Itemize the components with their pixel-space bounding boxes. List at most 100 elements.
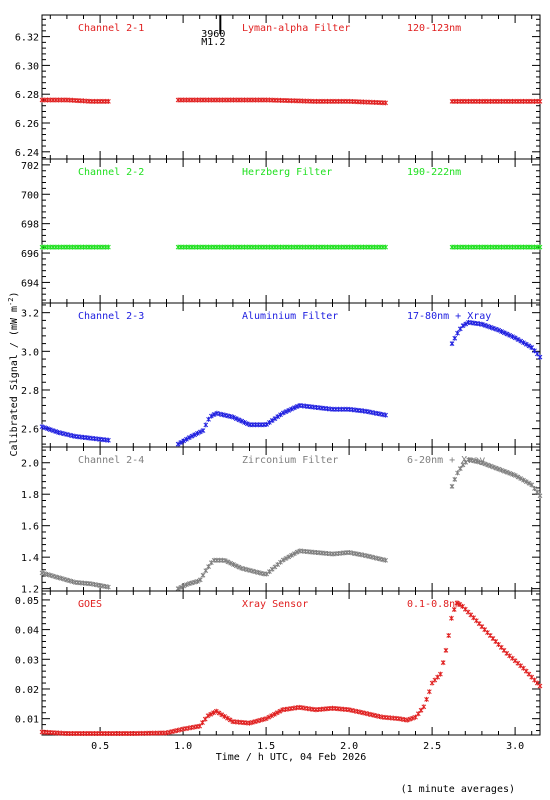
data-point xyxy=(50,428,56,434)
data-point xyxy=(211,710,216,716)
panel-frame xyxy=(41,590,541,736)
panel-4: 1.2 1.4 1.6 1.8 2.0 Channel 2-4 Zirconium Filt… xyxy=(21,446,543,596)
y-tick-label: 698 xyxy=(21,220,39,231)
y-tick-label: 3.2 xyxy=(21,309,39,320)
data-point xyxy=(485,462,491,468)
data-point xyxy=(523,341,529,347)
series-markers xyxy=(39,600,543,737)
data-point xyxy=(186,435,192,441)
series-markers xyxy=(39,457,543,592)
data-point xyxy=(521,340,526,346)
channel-label: Channel 2-1 xyxy=(78,23,144,34)
data-point xyxy=(383,100,388,106)
panel-5: 0.01 0.02 0.03 0.04 0.05 GOES Xray Sensor 0.1-0… xyxy=(15,590,543,752)
data-point xyxy=(449,483,455,489)
panel-frame xyxy=(41,14,541,160)
data-point xyxy=(219,712,225,718)
data-point xyxy=(452,476,458,482)
data-point xyxy=(225,715,230,721)
data-point xyxy=(208,711,214,717)
data-point xyxy=(272,711,277,717)
data-point xyxy=(499,328,504,334)
data-point xyxy=(263,716,269,722)
data-point xyxy=(463,321,469,327)
series-markers xyxy=(39,97,543,106)
data-point xyxy=(532,485,537,491)
data-point xyxy=(515,474,521,480)
data-point xyxy=(526,343,532,349)
data-point xyxy=(291,551,297,557)
data-point xyxy=(537,244,543,250)
data-point xyxy=(197,577,203,583)
x-tick-label: 0.5 xyxy=(91,741,109,752)
marker-label-top: 3960 xyxy=(201,29,225,40)
data-point xyxy=(482,461,488,467)
data-point xyxy=(493,326,499,332)
data-point xyxy=(507,470,513,476)
y-tick-label: 6.30 xyxy=(15,61,39,72)
x-tick-label: 1.0 xyxy=(174,741,192,752)
data-point xyxy=(455,470,460,476)
data-point xyxy=(269,713,274,719)
data-point xyxy=(537,683,543,689)
filter-label: Zirconium Filter xyxy=(242,455,338,466)
data-point xyxy=(479,321,485,327)
data-point xyxy=(236,417,242,423)
x-tick-label: 1.5 xyxy=(257,741,275,752)
footnote: (1 minute averages) xyxy=(401,784,515,795)
data-point xyxy=(286,554,292,560)
data-point xyxy=(512,335,518,341)
data-point xyxy=(294,403,300,409)
data-point xyxy=(446,633,452,639)
data-point xyxy=(512,472,518,478)
data-point xyxy=(228,560,234,566)
y-tick-label: 1.8 xyxy=(21,490,39,501)
y-tick-label: 0.05 xyxy=(15,596,39,607)
data-point xyxy=(460,323,466,329)
data-point xyxy=(537,493,543,499)
data-point xyxy=(383,557,388,563)
data-point xyxy=(280,410,286,416)
data-point xyxy=(438,671,443,677)
data-point xyxy=(244,421,250,427)
x-tick-label: 2.0 xyxy=(340,741,358,752)
data-point xyxy=(457,466,463,472)
data-point xyxy=(213,708,219,714)
data-point xyxy=(454,600,460,606)
data-point xyxy=(479,460,485,466)
data-point xyxy=(231,414,236,420)
channel-label: Channel 2-4 xyxy=(78,455,144,466)
y-tick-label: 3.0 xyxy=(21,347,39,358)
data-point xyxy=(39,424,45,430)
data-point xyxy=(383,244,388,250)
y-tick-label: 6.24 xyxy=(15,148,39,159)
y-tick-label: 696 xyxy=(21,249,39,260)
data-point xyxy=(424,696,429,702)
y-tick-label: 702 xyxy=(21,161,39,172)
data-point xyxy=(504,469,510,475)
data-point xyxy=(440,660,446,666)
y-tick-label: 6.32 xyxy=(15,33,39,44)
data-point xyxy=(203,568,209,574)
data-point xyxy=(231,562,236,568)
band-label: 17-80nm + Xray xyxy=(407,311,491,322)
y-tick-label: 1.6 xyxy=(21,522,39,533)
data-point xyxy=(485,323,491,329)
y-axis-label-close: ) xyxy=(9,292,20,298)
data-point xyxy=(211,411,217,417)
data-point xyxy=(526,480,532,486)
data-point xyxy=(205,713,211,719)
data-point xyxy=(455,330,460,336)
data-point xyxy=(504,331,510,337)
y-tick-label: 1.4 xyxy=(21,553,39,564)
data-point xyxy=(200,572,206,578)
data-point xyxy=(291,405,297,411)
data-point xyxy=(289,552,294,558)
filter-label: Aluminium Filter xyxy=(242,311,338,322)
data-point xyxy=(264,571,270,577)
y-tick-label: 0.01 xyxy=(15,715,39,726)
data-point xyxy=(267,419,272,425)
data-point xyxy=(106,98,111,104)
data-point xyxy=(277,708,283,714)
data-point xyxy=(510,471,515,477)
